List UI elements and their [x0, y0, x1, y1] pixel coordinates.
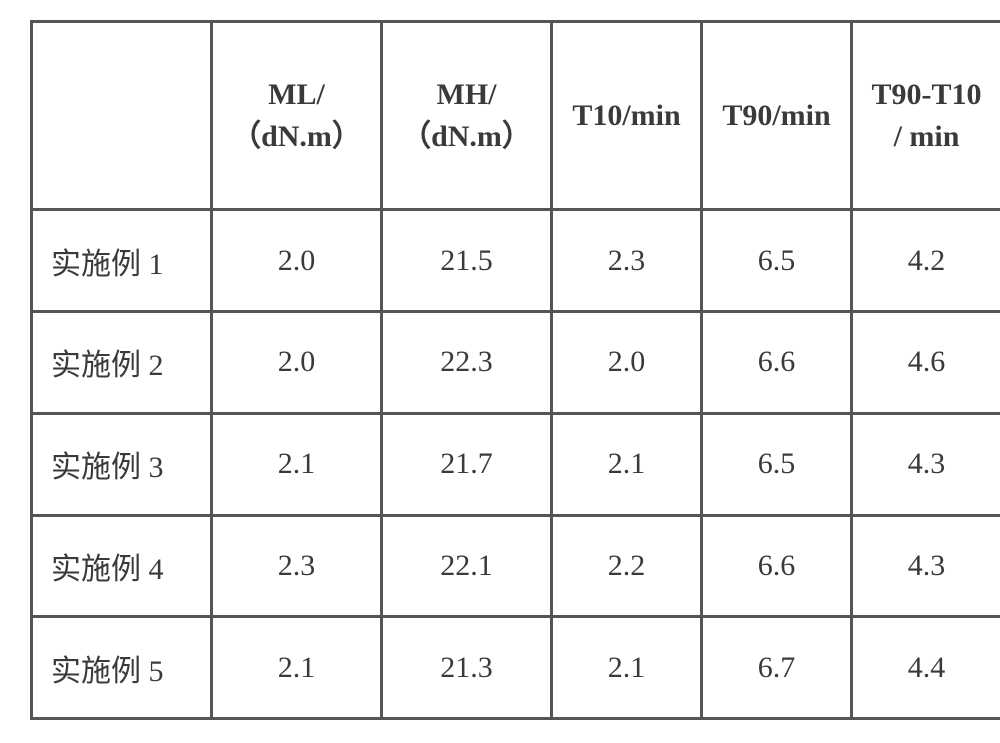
table-row: 实施例 1 2.0 21.5 2.3 6.5 4.2 [32, 210, 1000, 312]
cell-t90: 6.5 [702, 210, 852, 312]
cell-t10: 2.3 [552, 210, 702, 312]
cell-t10: 2.1 [552, 617, 702, 719]
cell-ml: 2.1 [212, 413, 382, 515]
page: ML/ （dN.m） MH/ （dN.m） T10/min T90/min T9… [0, 0, 1000, 743]
header-line: / min [853, 116, 1000, 158]
cell-dt: 4.4 [852, 617, 1000, 719]
cell-t90: 6.7 [702, 617, 852, 719]
row-label: 实施例 5 [32, 617, 212, 719]
row-label: 实施例 4 [32, 515, 212, 617]
cell-ml: 2.3 [212, 515, 382, 617]
table-row: 实施例 4 2.3 22.1 2.2 6.6 4.3 [32, 515, 1000, 617]
header-cell-mh: MH/ （dN.m） [382, 22, 552, 210]
cell-t10: 2.1 [552, 413, 702, 515]
row-label: 实施例 3 [32, 413, 212, 515]
header-line: （dN.m） [383, 116, 550, 158]
header-line: （dN.m） [213, 116, 380, 158]
data-table: ML/ （dN.m） MH/ （dN.m） T10/min T90/min T9… [30, 20, 1000, 720]
row-label: 实施例 2 [32, 312, 212, 414]
header-cell-ml: ML/ （dN.m） [212, 22, 382, 210]
cell-mh: 21.5 [382, 210, 552, 312]
cell-t90: 6.6 [702, 312, 852, 414]
table-header-row: ML/ （dN.m） MH/ （dN.m） T10/min T90/min T9… [32, 22, 1000, 210]
cell-mh: 22.1 [382, 515, 552, 617]
cell-ml: 2.0 [212, 210, 382, 312]
cell-ml: 2.0 [212, 312, 382, 414]
header-line: MH/ [383, 74, 550, 116]
header-line: T90-T10 [853, 74, 1000, 116]
header-line: ML/ [213, 74, 380, 116]
header-cell-t10: T10/min [552, 22, 702, 210]
cell-t90: 6.5 [702, 413, 852, 515]
cell-t10: 2.2 [552, 515, 702, 617]
cell-mh: 21.3 [382, 617, 552, 719]
table-row: 实施例 2 2.0 22.3 2.0 6.6 4.6 [32, 312, 1000, 414]
header-line: T10/min [553, 95, 700, 137]
cell-mh: 21.7 [382, 413, 552, 515]
row-label: 实施例 1 [32, 210, 212, 312]
cell-dt: 4.3 [852, 515, 1000, 617]
cell-dt: 4.6 [852, 312, 1000, 414]
cell-dt: 4.2 [852, 210, 1000, 312]
cell-t10: 2.0 [552, 312, 702, 414]
header-cell-t90: T90/min [702, 22, 852, 210]
header-line: T90/min [703, 95, 850, 137]
header-cell-blank [32, 22, 212, 210]
cell-mh: 22.3 [382, 312, 552, 414]
cell-ml: 2.1 [212, 617, 382, 719]
table-row: 实施例 3 2.1 21.7 2.1 6.5 4.3 [32, 413, 1000, 515]
table-row: 实施例 5 2.1 21.3 2.1 6.7 4.4 [32, 617, 1000, 719]
cell-dt: 4.3 [852, 413, 1000, 515]
cell-t90: 6.6 [702, 515, 852, 617]
header-cell-dt: T90-T10 / min [852, 22, 1000, 210]
